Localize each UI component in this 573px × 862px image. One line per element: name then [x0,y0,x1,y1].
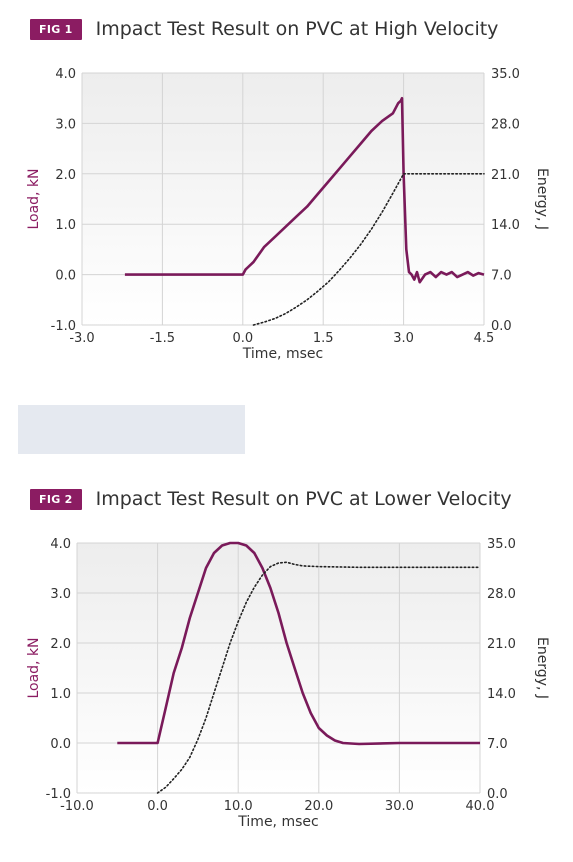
plot-area [82,73,484,325]
fig1-header: FIG 1 Impact Test Result on PVC at High … [30,14,498,44]
fig1-title: Impact Test Result on PVC at High Veloci… [95,18,499,40]
y2-tick-label: 7.0 [487,737,508,752]
x-tick-label: 10.0 [224,799,253,814]
x-axis-title: Time, msec [242,346,323,362]
y2-tick-label: 14.0 [491,218,520,233]
y2-tick-label: 7.0 [491,269,512,284]
y2-tick-label: 0.0 [491,319,512,334]
fig2-chart: -10.0 0.0 10.0 20.0 30.0 40.0 -1.0 0.0 1.0 2.0 3.0… [26,537,550,830]
y-tick-label: 2.0 [55,168,76,183]
energy-series-line [156,561,481,794]
y-tick-label: -1.0 [51,319,76,334]
y-tick-label: 4.0 [55,67,76,82]
x-tick-label: 0.0 [147,799,168,814]
x-tick-label: 4.5 [474,331,495,346]
fig2-title: Impact Test Result on PVC at Lower Veloc… [95,488,512,510]
y-tick-label: 3.0 [50,587,71,602]
y2-tick-label: 21.0 [487,637,516,652]
x-tick-label: -3.0 [69,331,94,346]
y-tick-label: 2.0 [50,637,71,652]
y-tick-label: 1.0 [55,218,76,233]
energy-series-line [252,173,485,326]
load-series-line [124,96,485,284]
plot-area [77,543,480,793]
fig1-chart: -3.0 -1.5 0.0 1.5 3.0 4.5 -1.0 0.0 1.0 2.0 3.0 4.0 0… [26,67,550,362]
fig2-badge: FIG 2 [30,488,82,510]
x-axis-title: Time, msec [237,814,318,830]
x-tick-label: -1.5 [150,331,175,346]
x-tick-label: 1.5 [313,331,334,346]
fig2-header: FIG 2 Impact Test Result on PVC at Lower… [30,484,512,514]
y-axis-title-left: Load, kN [26,168,42,229]
y-tick-label: 4.0 [50,537,71,552]
placeholder-box [18,405,245,454]
load-series-line [117,541,480,746]
y-tick-label: 0.0 [55,269,76,284]
y-axis-title-right: Energy, J [534,168,550,230]
y2-tick-label: 35.0 [491,67,520,82]
y-axis-title-left: Load, kN [26,637,42,698]
x-tick-label: 0.0 [232,331,253,346]
y2-tick-label: 35.0 [487,537,516,552]
y-axis-title-right: Energy, J [534,637,550,699]
x-tick-label: 40.0 [466,799,495,814]
y-tick-label: -1.0 [46,787,71,802]
y2-tick-label: 21.0 [491,168,520,183]
y-tick-label: 0.0 [50,737,71,752]
y2-tick-label: 28.0 [491,117,520,132]
x-tick-label: 3.0 [393,331,414,346]
y2-tick-label: 0.0 [487,787,508,802]
y-tick-label: 3.0 [55,117,76,132]
fig1-badge: FIG 1 [30,18,82,40]
x-tick-label: -10.0 [60,799,94,814]
x-tick-label: 20.0 [304,799,333,814]
y2-tick-label: 14.0 [487,687,516,702]
x-tick-label: 30.0 [385,799,414,814]
y-tick-label: 1.0 [50,687,71,702]
y2-tick-label: 28.0 [487,587,516,602]
